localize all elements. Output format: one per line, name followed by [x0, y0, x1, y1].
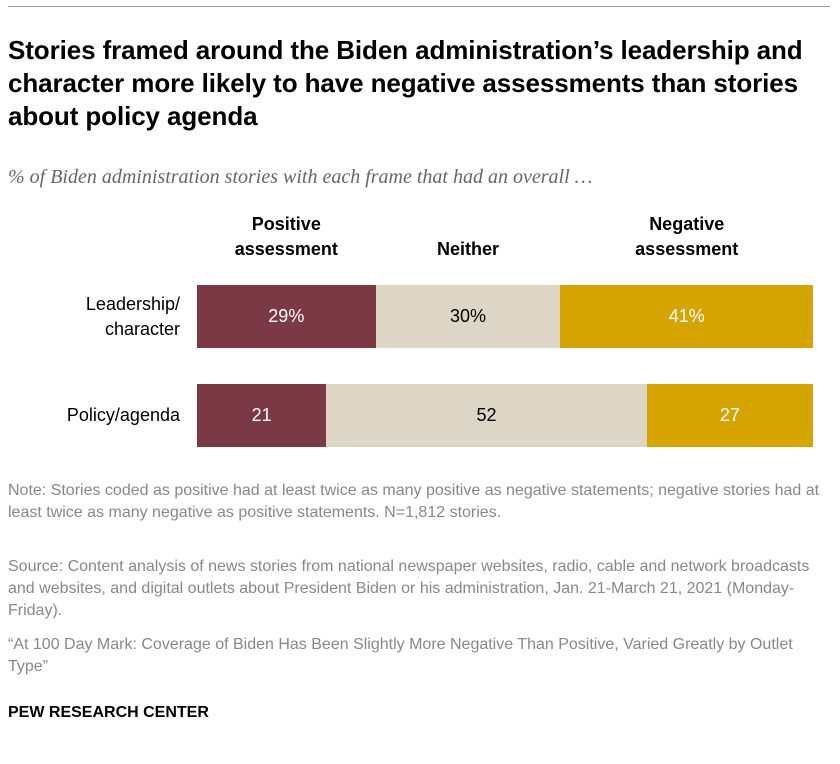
value-label: 41% [668, 306, 705, 326]
legend-label: Positive assessment [234, 214, 338, 259]
category-label: Leadership/ character [85, 293, 180, 339]
bar-segment [197, 285, 376, 348]
bar-segment [326, 384, 647, 447]
chart-subtitle: % of Biden administration stories with e… [8, 166, 593, 188]
chart-title: Stories framed around the Biden administ… [8, 35, 803, 131]
top-rule [8, 6, 830, 7]
bar-segment [375, 285, 561, 348]
footer: PEW RESEARCH CENTER [8, 704, 209, 721]
citation: “At 100 Day Mark: Coverage of Biden Has … [8, 636, 793, 675]
legend-label: Neither [437, 239, 500, 259]
bar-segment [560, 285, 813, 348]
bar-segment [197, 384, 327, 447]
value-label: 21 [251, 405, 272, 425]
legend-label: Negative assessment [635, 214, 739, 259]
bar-segment [646, 384, 813, 447]
note: Note: Stories coded as positive had at l… [8, 482, 820, 521]
source: Source: Content analysis of news stories… [8, 558, 810, 619]
value-label: 30% [450, 306, 487, 326]
value-label: 52 [476, 405, 497, 425]
value-label: 27 [719, 405, 740, 425]
category-label: Policy/agenda [66, 405, 180, 425]
value-label: 29% [268, 306, 305, 326]
